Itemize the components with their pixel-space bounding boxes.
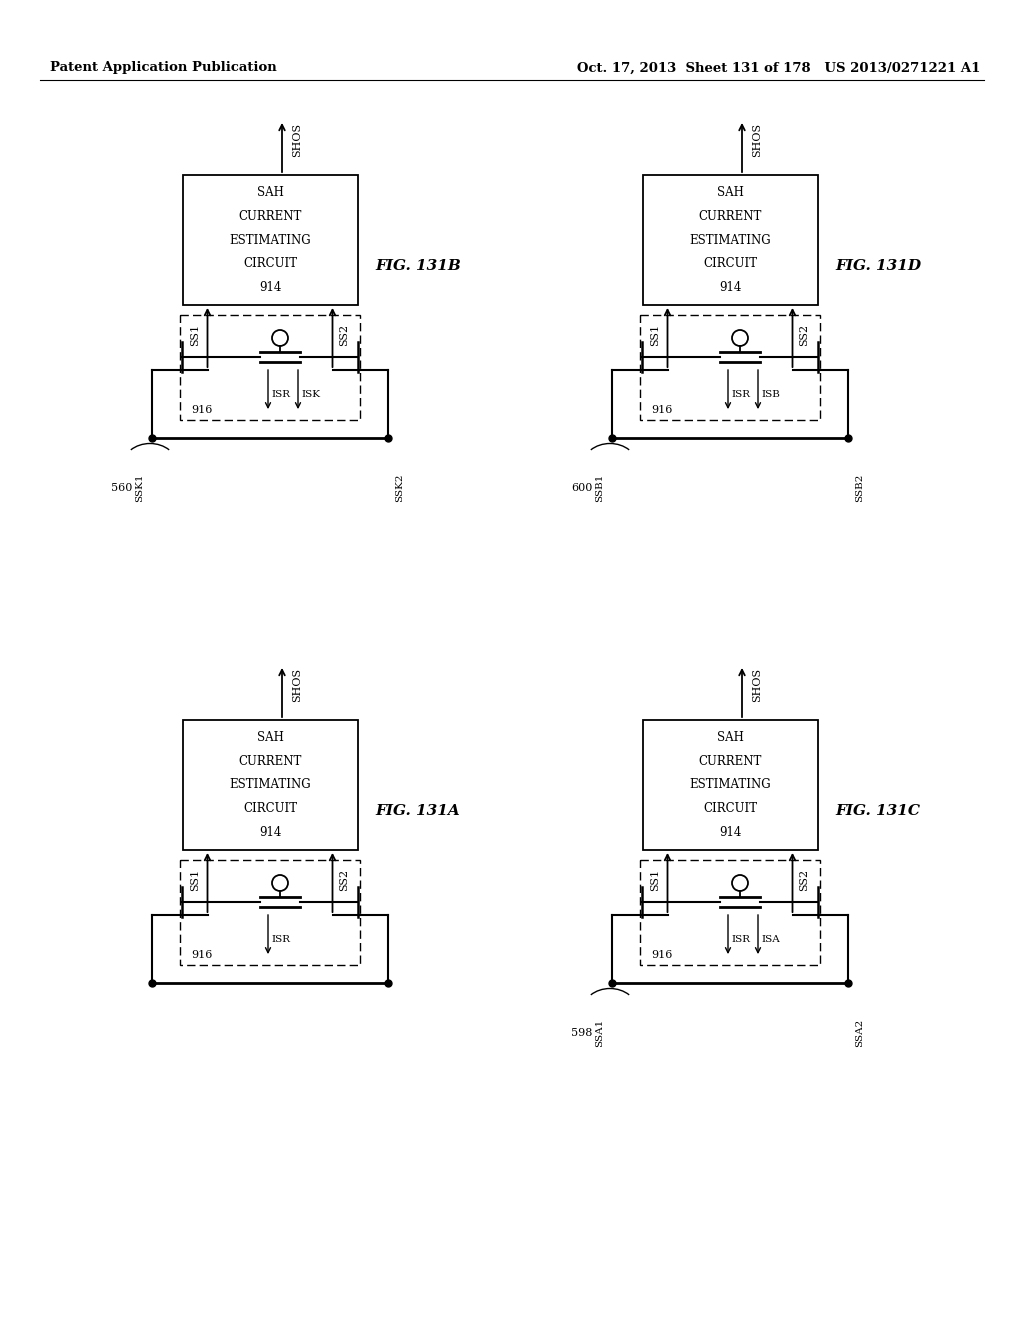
Bar: [182, 176, 357, 305]
Bar: [640, 861, 820, 965]
Text: Patent Application Publication: Patent Application Publication: [50, 62, 276, 74]
Text: SS2: SS2: [800, 869, 810, 891]
Text: SAH: SAH: [717, 186, 743, 199]
Text: CURRENT: CURRENT: [239, 755, 302, 768]
Text: FIG. 131D: FIG. 131D: [836, 259, 922, 273]
Text: 914: 914: [259, 281, 282, 294]
Text: 914: 914: [719, 281, 741, 294]
Text: SHOS: SHOS: [752, 668, 762, 702]
Text: CIRCUIT: CIRCUIT: [702, 803, 757, 816]
Text: ISR: ISR: [271, 935, 290, 944]
Text: SAH: SAH: [257, 731, 284, 744]
Text: CIRCUIT: CIRCUIT: [243, 803, 297, 816]
Text: CIRCUIT: CIRCUIT: [243, 257, 297, 271]
Text: ESTIMATING: ESTIMATING: [229, 234, 311, 247]
Text: SAH: SAH: [717, 731, 743, 744]
Text: ESTIMATING: ESTIMATING: [689, 779, 771, 792]
Text: 560: 560: [112, 483, 133, 492]
Text: 914: 914: [259, 826, 282, 840]
Text: SS2: SS2: [340, 323, 349, 346]
Text: SS1: SS1: [650, 323, 660, 346]
Text: CIRCUIT: CIRCUIT: [702, 257, 757, 271]
Bar: [180, 315, 360, 420]
Text: SSA1: SSA1: [596, 1019, 604, 1047]
Text: 598: 598: [571, 1028, 593, 1038]
Text: SS1: SS1: [190, 323, 201, 346]
Text: SS1: SS1: [190, 869, 201, 891]
Text: SSB1: SSB1: [596, 474, 604, 502]
Bar: [180, 861, 360, 965]
Text: SSK1: SSK1: [135, 474, 144, 502]
Text: SSA2: SSA2: [855, 1019, 864, 1047]
Text: SSB2: SSB2: [855, 474, 864, 502]
Text: 600: 600: [571, 483, 593, 492]
Text: 916: 916: [651, 405, 673, 414]
Text: FIG. 131B: FIG. 131B: [376, 259, 461, 273]
Text: ISB: ISB: [761, 389, 780, 399]
Text: FIG. 131A: FIG. 131A: [376, 804, 460, 818]
Text: CURRENT: CURRENT: [698, 210, 762, 223]
Text: ISR: ISR: [731, 935, 750, 944]
Text: SHOS: SHOS: [292, 668, 302, 702]
Text: 914: 914: [719, 826, 741, 840]
Text: 916: 916: [191, 950, 213, 960]
Text: ISR: ISR: [271, 389, 290, 399]
Text: ESTIMATING: ESTIMATING: [229, 779, 311, 792]
Text: ISR: ISR: [731, 389, 750, 399]
Text: 916: 916: [651, 950, 673, 960]
Bar: [642, 176, 817, 305]
Text: ESTIMATING: ESTIMATING: [689, 234, 771, 247]
Text: Oct. 17, 2013  Sheet 131 of 178   US 2013/0271221 A1: Oct. 17, 2013 Sheet 131 of 178 US 2013/0…: [577, 62, 980, 74]
Bar: [642, 719, 817, 850]
Text: SS2: SS2: [800, 323, 810, 346]
Bar: [182, 719, 357, 850]
Text: SS2: SS2: [340, 869, 349, 891]
Text: SSK2: SSK2: [395, 474, 404, 502]
Text: CURRENT: CURRENT: [239, 210, 302, 223]
Text: SHOS: SHOS: [752, 123, 762, 157]
Text: CURRENT: CURRENT: [698, 755, 762, 768]
Text: SAH: SAH: [257, 186, 284, 199]
Text: FIG. 131C: FIG. 131C: [836, 804, 921, 818]
Text: SHOS: SHOS: [292, 123, 302, 157]
Bar: [640, 315, 820, 420]
Text: ISA: ISA: [761, 935, 779, 944]
Text: SS1: SS1: [650, 869, 660, 891]
Text: 916: 916: [191, 405, 213, 414]
Text: ISK: ISK: [301, 389, 319, 399]
